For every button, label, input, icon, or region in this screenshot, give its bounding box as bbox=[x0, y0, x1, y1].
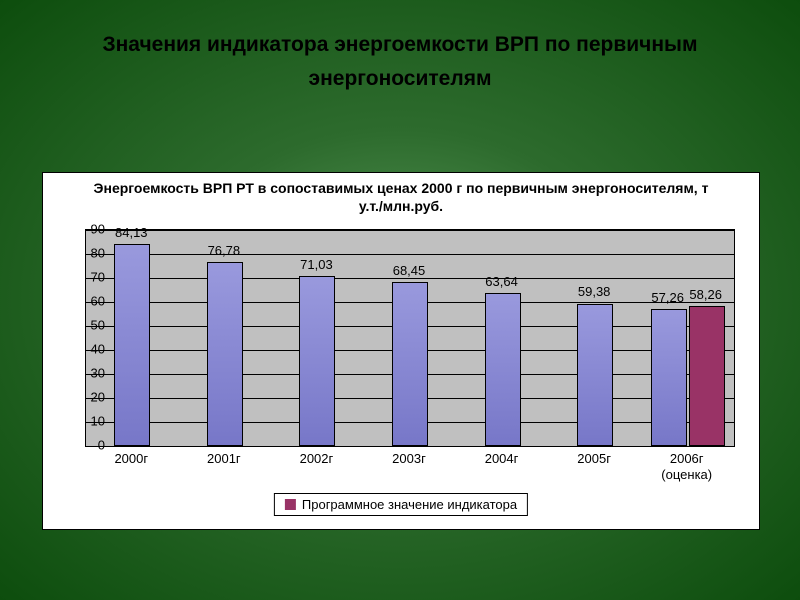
x-axis-label: 2005г bbox=[577, 451, 611, 467]
slide-title: Значения индикатора энергоемкости ВРП по… bbox=[0, 0, 800, 95]
y-tick-label: 90 bbox=[69, 222, 105, 237]
y-tick-label: 10 bbox=[69, 414, 105, 429]
x-axis-label: 2000г bbox=[114, 451, 148, 467]
bar-main bbox=[114, 244, 150, 446]
y-tick-label: 20 bbox=[69, 390, 105, 405]
chart-title: Энергоемкость ВРП РТ в сопоставимых цена… bbox=[43, 173, 759, 219]
data-label-program: 58,26 bbox=[689, 287, 722, 302]
plot-area bbox=[85, 229, 735, 447]
y-tick-label: 50 bbox=[69, 318, 105, 333]
x-axis-label: 2002г bbox=[300, 451, 334, 467]
data-label-main: 57,26 bbox=[651, 290, 684, 305]
bar-main bbox=[299, 276, 335, 446]
x-axis-label: 2006г(оценка) bbox=[661, 451, 712, 482]
y-tick-label: 80 bbox=[69, 246, 105, 261]
grid-line bbox=[86, 254, 734, 255]
data-label-main: 63,64 bbox=[485, 274, 518, 289]
legend-swatch-program bbox=[285, 499, 296, 510]
bar-main bbox=[207, 262, 243, 446]
y-tick-label: 70 bbox=[69, 270, 105, 285]
grid-line bbox=[86, 278, 734, 279]
bar-main bbox=[577, 304, 613, 447]
bar-program bbox=[689, 306, 725, 446]
chart-container: Энергоемкость ВРП РТ в сопоставимых цена… bbox=[42, 172, 760, 530]
y-tick-label: 60 bbox=[69, 294, 105, 309]
grid-line bbox=[86, 446, 734, 447]
x-axis-label: 2001г bbox=[207, 451, 241, 467]
legend-label-program: Программное значение индикатора bbox=[302, 497, 517, 512]
grid-line bbox=[86, 230, 734, 231]
y-tick-label: 40 bbox=[69, 342, 105, 357]
bar-main bbox=[651, 309, 687, 446]
data-label-main: 71,03 bbox=[300, 257, 333, 272]
bar-main bbox=[392, 282, 428, 446]
y-tick-label: 30 bbox=[69, 366, 105, 381]
data-label-main: 84,13 bbox=[115, 225, 148, 240]
x-axis-label: 2004г bbox=[485, 451, 519, 467]
data-label-main: 76,78 bbox=[208, 243, 241, 258]
data-label-main: 59,38 bbox=[578, 284, 611, 299]
bar-main bbox=[485, 293, 521, 446]
y-tick-label: 0 bbox=[69, 438, 105, 453]
legend: Программное значение индикатора bbox=[274, 493, 528, 516]
data-label-main: 68,45 bbox=[393, 263, 426, 278]
x-axis-label: 2003г bbox=[392, 451, 426, 467]
